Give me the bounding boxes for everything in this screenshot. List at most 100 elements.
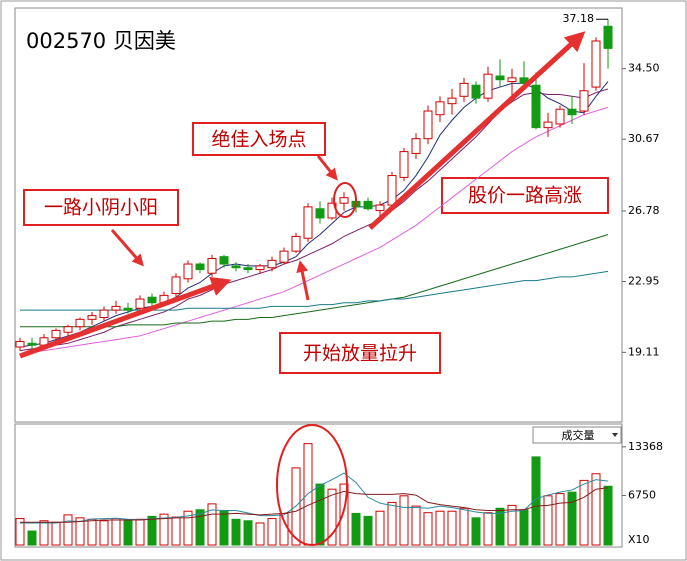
volume-bar (507, 504, 517, 546)
dropdown-arrow (612, 433, 618, 437)
candle-body (267, 259, 277, 269)
indicator-label: 成交量 (562, 428, 595, 442)
volume-unit: X10 (628, 533, 650, 546)
candle-body (135, 298, 145, 309)
pointer-arrow (316, 155, 338, 181)
candle-body (15, 340, 25, 348)
candle-body (339, 197, 349, 204)
volume-bar (327, 488, 337, 546)
volume-bar (423, 512, 433, 546)
max-price-label: 37.18 (563, 12, 595, 25)
volume-bar (303, 443, 313, 546)
volume-bar (351, 512, 361, 546)
volume-bar (135, 518, 145, 546)
volume-bar (111, 518, 121, 546)
volume-bar (459, 507, 469, 546)
candle-body (507, 77, 517, 83)
candle-body (27, 342, 37, 346)
candle-body (87, 315, 97, 320)
candle-body (375, 204, 385, 212)
volume-bar (243, 520, 253, 546)
y-tick-label: 13368 (628, 440, 663, 453)
volume-bar (183, 510, 193, 546)
overlay (19, 31, 586, 546)
candle-body (483, 73, 493, 99)
trend-arrow (19, 276, 232, 359)
candle-body (183, 263, 193, 280)
volume-bar (195, 509, 205, 546)
annotation: 一路小阴小阳 (44, 197, 158, 219)
highlight-circle (276, 424, 348, 546)
y-tick-label: 22.95 (628, 275, 660, 288)
candle-body (303, 206, 313, 239)
candle-body (495, 75, 505, 81)
candle-body (399, 151, 409, 178)
volume-bar (375, 510, 385, 546)
candle-body (447, 97, 457, 105)
candle-body (111, 305, 121, 311)
volume-bar (171, 516, 181, 546)
candle-body (291, 235, 301, 252)
candle-body (63, 326, 73, 333)
candle-body (423, 110, 433, 140)
volume-bar (123, 519, 133, 546)
price-panel (14, 7, 623, 423)
moving-average (20, 234, 609, 328)
volume-bar (471, 517, 481, 546)
moving-average (19, 81, 609, 348)
volume-bar (531, 456, 541, 546)
plot: 34.50 30.67 26.78 22.95 19.11 37.18 13368 6750 (15, 12, 663, 546)
pointer-arrow (296, 260, 310, 301)
volume-bar (87, 518, 97, 546)
volume-bar (363, 515, 373, 546)
volume-bar (159, 513, 169, 546)
volume-bar (279, 512, 289, 546)
candle-body (531, 84, 541, 129)
volume-bar (231, 518, 241, 546)
volume-bar (267, 518, 277, 546)
candle-body (579, 90, 589, 112)
candle-body (387, 175, 397, 206)
candle-body (555, 108, 565, 125)
pointer-arrow (110, 229, 144, 267)
candle-body (567, 108, 577, 116)
volume-bar (39, 520, 49, 546)
annotation-box (23, 189, 179, 226)
annotation: 股价一路高涨 (468, 185, 582, 207)
volume-bar (483, 512, 493, 546)
chart-title: 002570 贝因美 (26, 29, 176, 53)
volume-bar (63, 514, 73, 546)
volume-bar (495, 507, 505, 546)
candle-body (315, 208, 325, 219)
indicator-dropdown[interactable] (532, 426, 622, 444)
volume-bar (555, 493, 565, 546)
candle-body (363, 200, 373, 210)
candle-body (51, 329, 61, 339)
candle-body (219, 256, 229, 265)
volume-bar (99, 520, 109, 546)
moving-average (20, 472, 609, 524)
candle-body (195, 263, 205, 271)
moving-average (20, 487, 609, 523)
candle-body (411, 138, 421, 154)
volume-bar (591, 473, 601, 546)
candle-body (207, 258, 217, 274)
candle-body (459, 82, 469, 97)
volume-bar (435, 510, 445, 546)
moving-average (19, 106, 609, 355)
candle-body (591, 40, 601, 88)
candle-body (603, 25, 613, 49)
volume-bar (207, 503, 217, 546)
annotation-box (279, 332, 441, 374)
y-tick-label: 34.50 (628, 62, 660, 75)
volume-bar (567, 491, 577, 546)
candle-body (255, 265, 265, 271)
volume-bar (387, 501, 397, 546)
y-tick-label: 6750 (628, 488, 656, 501)
volume-bar (147, 515, 157, 546)
volume-bar (219, 510, 229, 546)
volume-bar (255, 522, 265, 546)
candle-body (123, 307, 133, 311)
